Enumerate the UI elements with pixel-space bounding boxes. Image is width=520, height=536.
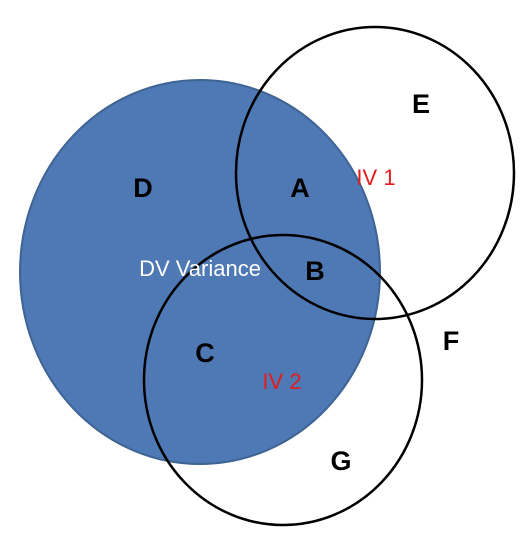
region-label-b: B <box>305 256 325 286</box>
iv1-circle <box>234 25 516 321</box>
iv1-label: IV 1 <box>356 165 395 190</box>
region-label-g: G <box>330 446 351 476</box>
dv-variance-circle <box>19 79 381 465</box>
region-label-c: C <box>195 338 215 368</box>
region-label-a: A <box>290 173 310 203</box>
iv2-circle <box>142 233 424 527</box>
dv-variance-label: DV Variance <box>139 256 261 281</box>
region-label-f: F <box>443 326 460 356</box>
iv2-label: IV 2 <box>262 369 301 394</box>
region-label-e: E <box>412 89 430 119</box>
region-label-d: D <box>133 173 153 203</box>
